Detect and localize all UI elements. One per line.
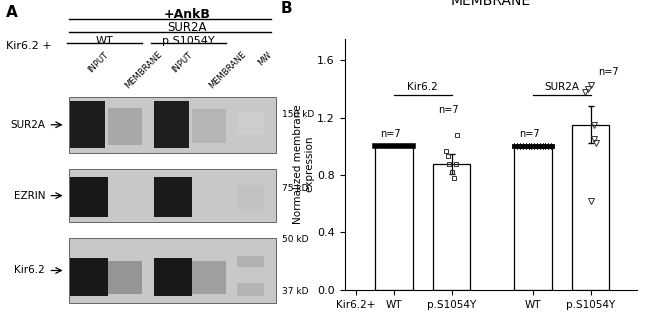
Bar: [108, 261, 142, 294]
Bar: [70, 177, 108, 217]
Bar: [155, 101, 188, 148]
Text: B: B: [280, 1, 292, 16]
Bar: [237, 283, 264, 296]
Bar: [433, 164, 471, 290]
Text: Kir6.2: Kir6.2: [408, 82, 438, 92]
Bar: [192, 261, 226, 294]
Text: INPUT: INPUT: [170, 50, 194, 74]
Y-axis label: Normalized membrane
expression: Normalized membrane expression: [292, 104, 314, 224]
Bar: [572, 125, 610, 290]
Text: n=7: n=7: [519, 129, 540, 139]
Text: MEMBRANE: MEMBRANE: [207, 50, 248, 90]
Bar: [192, 109, 226, 143]
Text: p.S1054Y: p.S1054Y: [162, 36, 215, 46]
Text: +AnkB: +AnkB: [164, 8, 211, 21]
Text: 150 kD: 150 kD: [282, 110, 315, 119]
Text: n=7: n=7: [380, 129, 401, 139]
Text: EZRIN: EZRIN: [14, 191, 46, 201]
Bar: [108, 108, 142, 145]
Bar: [514, 146, 552, 290]
Text: 75 kD: 75 kD: [282, 184, 309, 193]
Text: Kir6.2: Kir6.2: [14, 265, 46, 276]
Text: 37 kD: 37 kD: [282, 287, 309, 296]
Text: 50 kD: 50 kD: [282, 235, 309, 244]
Bar: [237, 111, 264, 135]
Text: n=7: n=7: [598, 67, 618, 77]
Bar: [155, 258, 192, 296]
Text: WT: WT: [96, 36, 113, 46]
Text: SUR2A: SUR2A: [10, 120, 46, 130]
Text: MEMBRANE: MEMBRANE: [124, 50, 164, 90]
Text: SUR2A: SUR2A: [168, 21, 207, 34]
Bar: [237, 185, 264, 209]
Text: SUR2A: SUR2A: [544, 82, 579, 92]
Bar: [69, 169, 276, 222]
Bar: [70, 101, 105, 148]
Bar: [69, 238, 276, 303]
Text: n=7: n=7: [439, 105, 459, 115]
Bar: [70, 258, 108, 296]
Bar: [69, 97, 276, 153]
Text: +AnkB: +AnkB: [471, 0, 511, 4]
Bar: [237, 256, 264, 267]
Text: INPUT: INPUT: [86, 50, 110, 74]
Bar: [375, 146, 413, 290]
Text: Kir6.2 +: Kir6.2 +: [6, 41, 52, 51]
Text: A: A: [6, 5, 18, 20]
Title: MEMBRANE: MEMBRANE: [450, 0, 531, 8]
Text: MW: MW: [256, 50, 273, 67]
Bar: [155, 177, 192, 217]
